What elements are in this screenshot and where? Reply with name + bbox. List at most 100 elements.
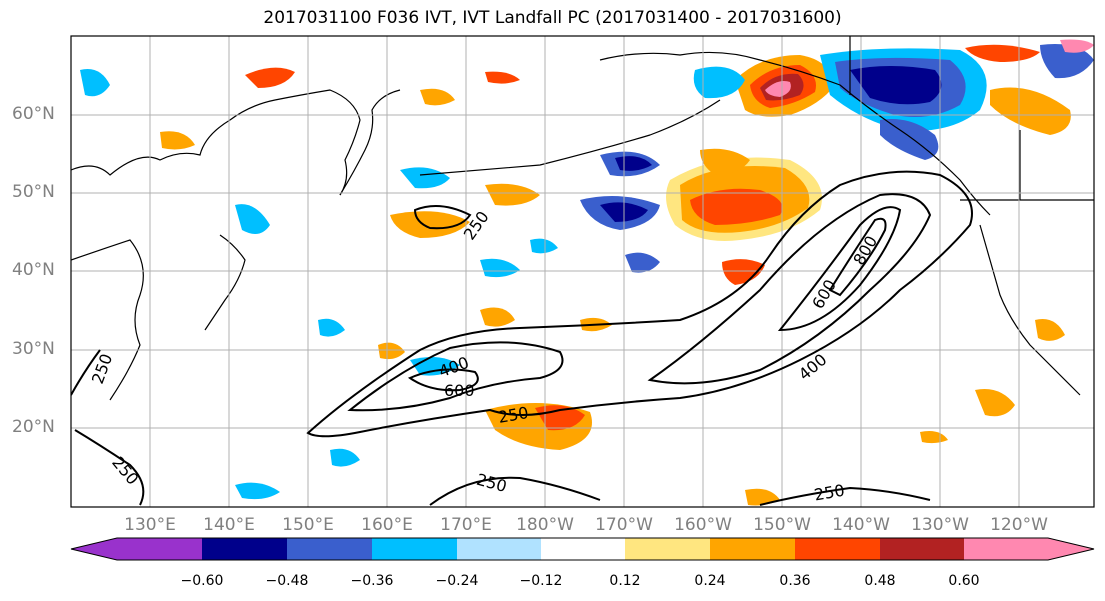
lon-label-150w: 150°W (753, 515, 811, 535)
positive-anomaly-region (990, 87, 1071, 135)
negative-anomaly-region (400, 167, 450, 189)
negative-anomaly-region (530, 238, 558, 254)
graticule (71, 36, 1094, 507)
positive-anomaly-region (160, 131, 195, 150)
china-coast (71, 239, 144, 401)
lat-label-40n: 40°N (12, 260, 55, 280)
aleutian-chain (419, 99, 721, 176)
positive-anomaly-region (420, 88, 455, 106)
positive-anomaly-region (965, 44, 1040, 62)
colorbar-extend-low (71, 538, 117, 560)
colorbar-segment (117, 538, 202, 560)
positive-anomaly-region (245, 67, 295, 88)
colorbar-segment (457, 538, 541, 560)
bc-border (849, 36, 1094, 201)
negative-anomaly-region (80, 69, 110, 97)
colorbar-tick-label: −0.24 (435, 573, 479, 589)
colorbar-tick-label: 0.36 (779, 573, 811, 589)
lon-label-120w: 120°W (990, 515, 1048, 535)
lon-label-170w: 170°W (595, 515, 653, 535)
contour-800 (828, 217, 887, 297)
lon-label-140w: 140°W (832, 515, 890, 535)
colorbar-segment (541, 538, 625, 560)
japan-coast (204, 234, 246, 331)
lon-label-160e: 160°E (361, 515, 413, 535)
ivt-contours (71, 170, 973, 506)
contour-250-south (429, 476, 601, 506)
contour-250 (306, 170, 973, 438)
lat-label-60n: 60°N (12, 104, 55, 124)
colorbar-extend-high (1048, 538, 1094, 560)
negative-anomaly-region (880, 119, 939, 160)
colorbar-tick-label: −0.12 (519, 573, 563, 589)
colorbar-outline (70, 537, 1095, 561)
negative-anomaly-region (850, 66, 942, 105)
contour-label: 400 (795, 350, 831, 384)
positive-anomaly-region (975, 389, 1015, 417)
positive-anomaly-region (390, 211, 470, 238)
negative-anomaly-region (330, 448, 360, 467)
contour-400 (347, 341, 564, 412)
colorbar-segment (372, 538, 457, 560)
contour-250-w (71, 349, 101, 396)
lon-label-170e: 170°E (440, 515, 492, 535)
colorbar-segment (287, 538, 372, 560)
positive-anomaly-region (700, 148, 750, 175)
negative-anomaly-region (235, 482, 280, 500)
contour-250-nw (413, 205, 472, 230)
contour-label: 250 (474, 470, 508, 496)
contour-600-east (777, 206, 902, 332)
alaska-coast (599, 51, 991, 216)
map-frame (70, 35, 1095, 508)
kamchatka-coast (339, 89, 401, 196)
asia-coast (71, 89, 361, 196)
colorbar-segment (625, 538, 710, 560)
lon-label-130w: 130°W (911, 515, 969, 535)
negative-anomaly-region (480, 258, 520, 278)
colorbar-segment (880, 538, 964, 560)
contour-label: 250 (88, 351, 116, 386)
colorbar-tick-label: 0.12 (609, 573, 641, 589)
positive-anomaly-region (485, 183, 540, 206)
lon-label-160w: 160°W (674, 515, 732, 535)
positive-anomaly-region (1035, 319, 1065, 341)
positive-anomaly-region (535, 405, 585, 431)
positive-anomaly-region (722, 259, 765, 285)
lon-label-180w: 180°W (516, 515, 574, 535)
lon-label-140e: 140°E (203, 515, 255, 535)
positive-anomaly-region (378, 342, 405, 360)
contour-600 (407, 368, 479, 392)
contour-400-east (647, 193, 932, 385)
colorbar-tick-label: 0.24 (694, 573, 726, 589)
north-america-coast (979, 224, 1081, 396)
negative-anomaly-region (625, 252, 660, 273)
negative-anomaly-region (235, 204, 270, 234)
colorbar (70, 537, 1095, 561)
positive-anomaly-region (480, 307, 515, 327)
negative-anomaly-region (318, 318, 345, 337)
positive-anomaly-region (765, 81, 791, 97)
map-title: 2017031100 F036 IVT, IVT Landfall PC (20… (263, 8, 842, 28)
colorbar-segment (202, 538, 287, 560)
positive-anomaly-region (745, 488, 780, 506)
positive-anomaly-region (920, 431, 948, 444)
colorbar-tick-label: 0.48 (864, 573, 896, 589)
positive-anomaly-region (485, 71, 520, 84)
colorbar-segment (710, 538, 795, 560)
negative-anomaly-region (693, 66, 745, 99)
lat-label-30n: 30°N (12, 339, 55, 359)
negative-anomaly-region (1040, 44, 1094, 79)
lat-label-50n: 50°N (12, 182, 55, 202)
contour-label: 250 (813, 481, 846, 505)
contour-250-sw (74, 429, 145, 506)
contour-label: 250 (108, 453, 142, 489)
colorbar-segment (795, 538, 880, 560)
lat-label-20n: 20°N (12, 417, 55, 437)
positive-anomaly-region (690, 188, 783, 225)
colorbar-segment (964, 538, 1048, 560)
lon-label-130e: 130°E (124, 515, 176, 535)
positive-anomaly-region (1060, 39, 1094, 53)
contour-label: 600 (444, 381, 475, 400)
colorbar-tick-label: −0.48 (265, 573, 309, 589)
